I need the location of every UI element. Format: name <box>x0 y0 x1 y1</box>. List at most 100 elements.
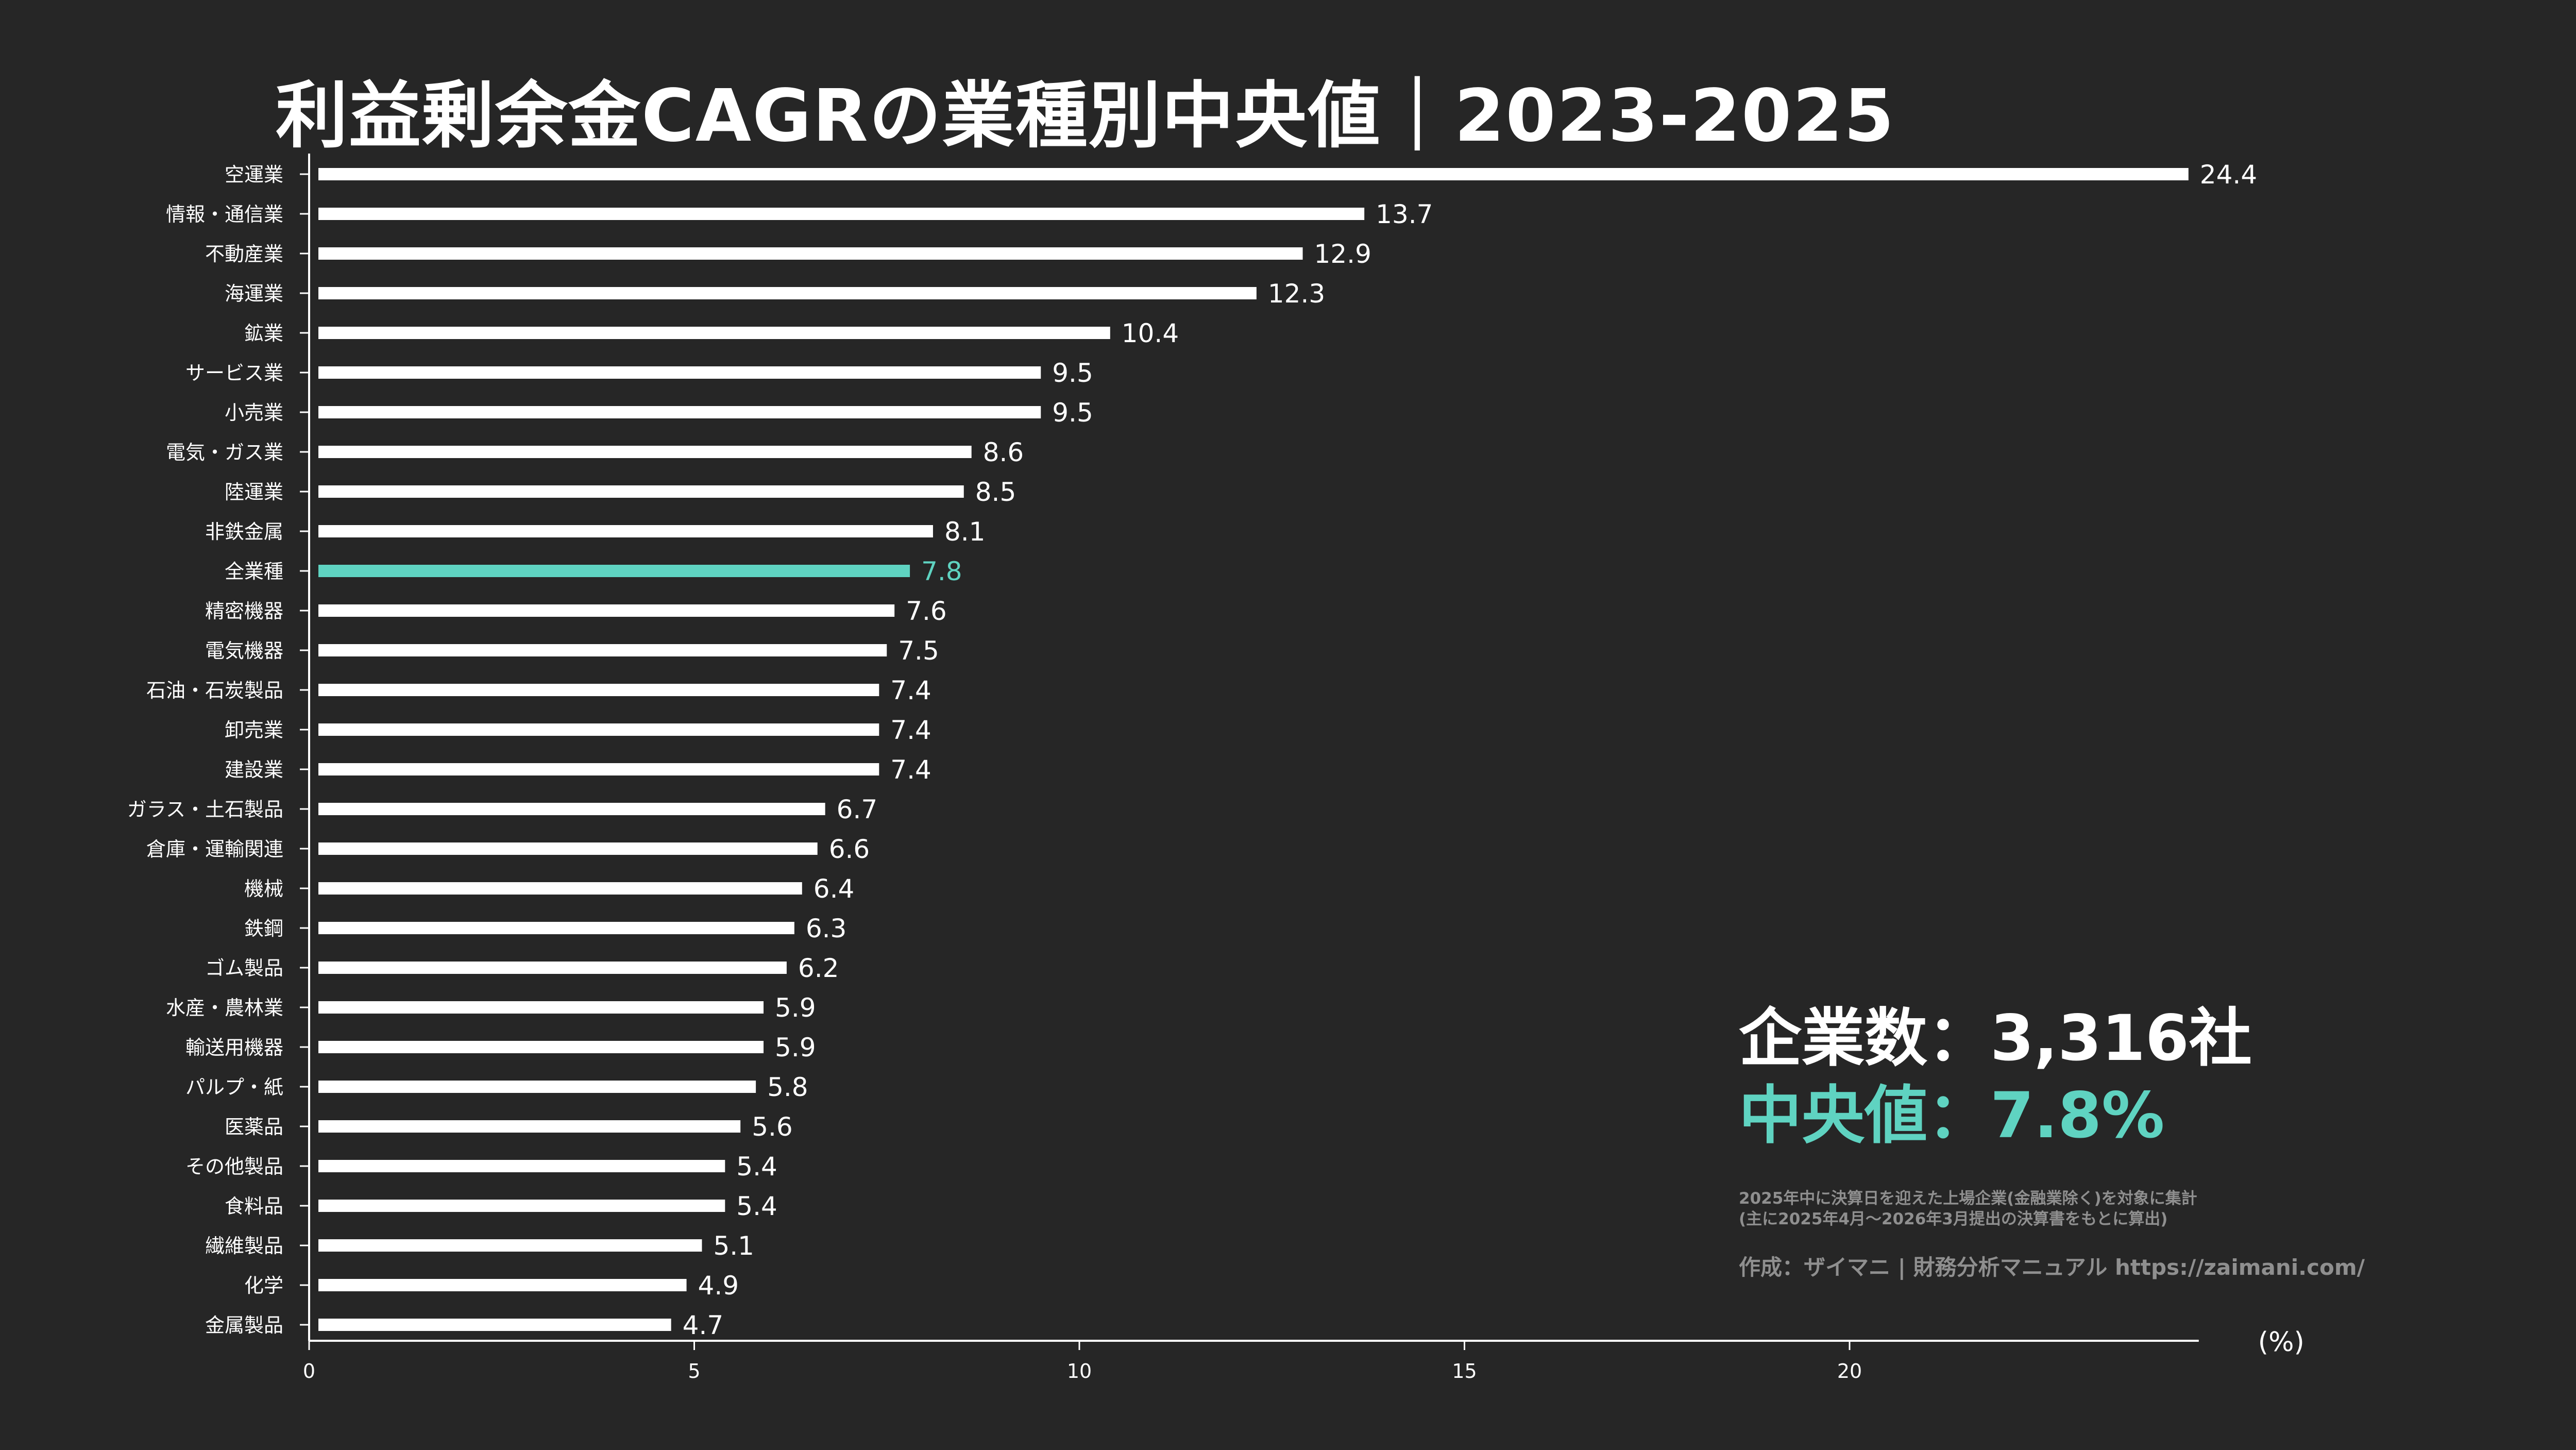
category-label: 水産・農林業 <box>166 997 283 1019</box>
bar <box>318 1160 725 1172</box>
value-label: 5.9 <box>775 1033 816 1063</box>
category-label: 電気・ガス業 <box>166 441 283 464</box>
value-label: 24.4 <box>2200 160 2257 190</box>
category-label: 海運業 <box>225 282 283 305</box>
category-label: パルプ・紙 <box>185 1076 283 1099</box>
x-tick-label: 20 <box>1837 1360 1862 1382</box>
bar <box>318 684 879 696</box>
note-line-1: 2025年中に決算日を迎えた上場企業(金融業除く)を対象に集計 <box>1739 1189 2197 1208</box>
category-label: 鉄鋼 <box>244 917 283 940</box>
value-label: 6.7 <box>837 795 878 824</box>
value-label: 6.2 <box>798 953 839 983</box>
value-label: 6.3 <box>806 914 847 943</box>
value-label: 4.7 <box>683 1310 724 1340</box>
x-tick-label: 15 <box>1452 1360 1477 1382</box>
value-label: 8.1 <box>944 517 986 547</box>
value-label: 7.4 <box>890 715 931 745</box>
bar <box>318 803 825 815</box>
category-label: 電気機器 <box>205 639 283 662</box>
bar <box>318 406 1041 418</box>
company-count: 企業数：3,316社 <box>1739 1002 2252 1075</box>
bar <box>318 604 895 617</box>
value-label: 4.9 <box>698 1271 739 1301</box>
value-label: 5.1 <box>713 1231 754 1261</box>
value-label: 8.5 <box>975 477 1016 507</box>
info-panel: 企業数：3,316社 中央値：7.8% 2025年中に決算日を迎えた上場企業(金… <box>1739 1002 2365 1282</box>
category-label: サービス業 <box>185 362 283 384</box>
value-label: 7.6 <box>906 596 947 626</box>
bar <box>318 1041 764 1053</box>
category-label: その他製品 <box>185 1155 283 1178</box>
category-label: ゴム製品 <box>205 957 283 980</box>
bar <box>318 922 794 934</box>
bar <box>318 1001 764 1014</box>
bar <box>318 446 972 458</box>
x-tick-label: 0 <box>303 1360 315 1382</box>
category-label: 小売業 <box>225 401 283 424</box>
category-label: 食料品 <box>225 1195 283 1218</box>
bar <box>318 247 1303 260</box>
bar <box>318 962 787 974</box>
category-label: 輸送用機器 <box>185 1036 283 1059</box>
chart-title: 利益剰余金CAGRの業種別中央値｜2023-2025 <box>276 74 1895 158</box>
category-label: 機械 <box>244 878 283 900</box>
category-label: 鉱業 <box>244 322 283 345</box>
category-label: 建設業 <box>225 758 283 781</box>
bar <box>318 485 964 498</box>
bar <box>318 525 933 537</box>
bar <box>318 763 879 775</box>
bar <box>318 208 1365 220</box>
bar <box>318 168 2189 180</box>
category-label: 化学 <box>244 1274 283 1297</box>
bar <box>318 723 879 736</box>
bar <box>318 1279 687 1291</box>
category-label: 繊維製品 <box>205 1235 283 1257</box>
value-label: 12.9 <box>1314 239 1371 269</box>
bar <box>318 882 802 895</box>
value-label: 5.4 <box>736 1152 777 1182</box>
value-label: 5.6 <box>752 1112 793 1142</box>
category-label: 全業種 <box>225 560 283 583</box>
bar <box>318 287 1257 299</box>
category-label: 医薬品 <box>225 1116 283 1138</box>
highlight-bar <box>318 565 910 577</box>
category-label: 空運業 <box>225 163 283 186</box>
value-label: 5.9 <box>775 993 816 1023</box>
note-line-2: (主に2025年4月～2026年3月提出の決算書をもとに算出) <box>1739 1209 2168 1228</box>
value-label: 6.4 <box>814 874 855 904</box>
category-label: 陸運業 <box>225 481 283 503</box>
value-label: 12.3 <box>1268 279 1325 309</box>
bar <box>318 842 818 855</box>
bar <box>318 1081 756 1093</box>
x-tick-label: 5 <box>688 1360 700 1382</box>
value-label: 6.6 <box>829 834 870 864</box>
bar <box>318 644 887 656</box>
category-label: 金属製品 <box>205 1314 283 1337</box>
bar <box>318 327 1110 339</box>
category-label: 精密機器 <box>205 600 283 622</box>
value-label: 13.7 <box>1376 199 1433 229</box>
bar <box>318 1319 671 1331</box>
value-label: 7.4 <box>890 676 931 705</box>
credit-line: 作成：ザイマニ | 財務分析マニュアル https://zaimani.com/ <box>1739 1255 2365 1280</box>
x-axis-unit-label: (%) <box>2258 1327 2304 1358</box>
x-tick-label: 10 <box>1067 1360 1092 1382</box>
value-label: 8.6 <box>983 437 1024 467</box>
category-label: 倉庫・運輸関連 <box>146 838 283 861</box>
value-label: 10.4 <box>1122 318 1179 348</box>
category-label: 非鉄金属 <box>205 520 283 543</box>
bar <box>318 366 1041 379</box>
value-label: 7.8 <box>921 557 962 586</box>
bar <box>318 1239 702 1252</box>
category-label: ガラス・土石製品 <box>127 798 283 821</box>
bar <box>318 1200 725 1212</box>
value-label: 7.5 <box>898 636 939 666</box>
category-label: 情報・通信業 <box>166 203 283 226</box>
value-label: 5.4 <box>736 1191 777 1221</box>
value-label: 5.8 <box>767 1072 808 1102</box>
value-label: 7.4 <box>890 755 931 785</box>
value-label: 9.5 <box>1052 358 1093 388</box>
category-label: 卸売業 <box>225 719 283 741</box>
category-label: 石油・石炭製品 <box>146 679 283 702</box>
